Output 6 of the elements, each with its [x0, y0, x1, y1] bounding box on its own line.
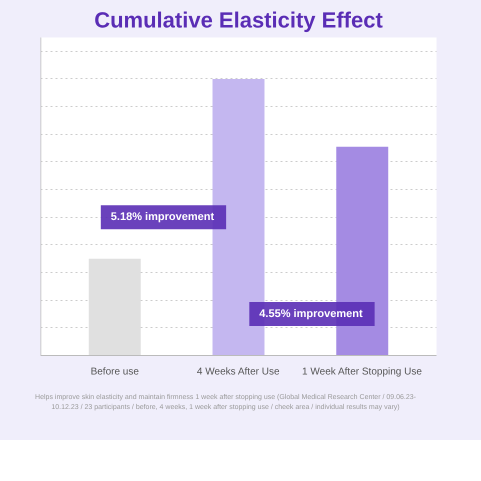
chart-title: Cumulative Elasticity Effect: [94, 8, 384, 32]
annotation: 5.18% improvement: [110, 211, 214, 224]
x-tick-label: 1 Week After Stopping Use: [302, 366, 422, 378]
x-tick-label: Before use: [90, 366, 140, 378]
annotation: 4.55% improvement: [259, 308, 363, 320]
x-tick-label: 4 Weeks After Use: [196, 366, 280, 378]
